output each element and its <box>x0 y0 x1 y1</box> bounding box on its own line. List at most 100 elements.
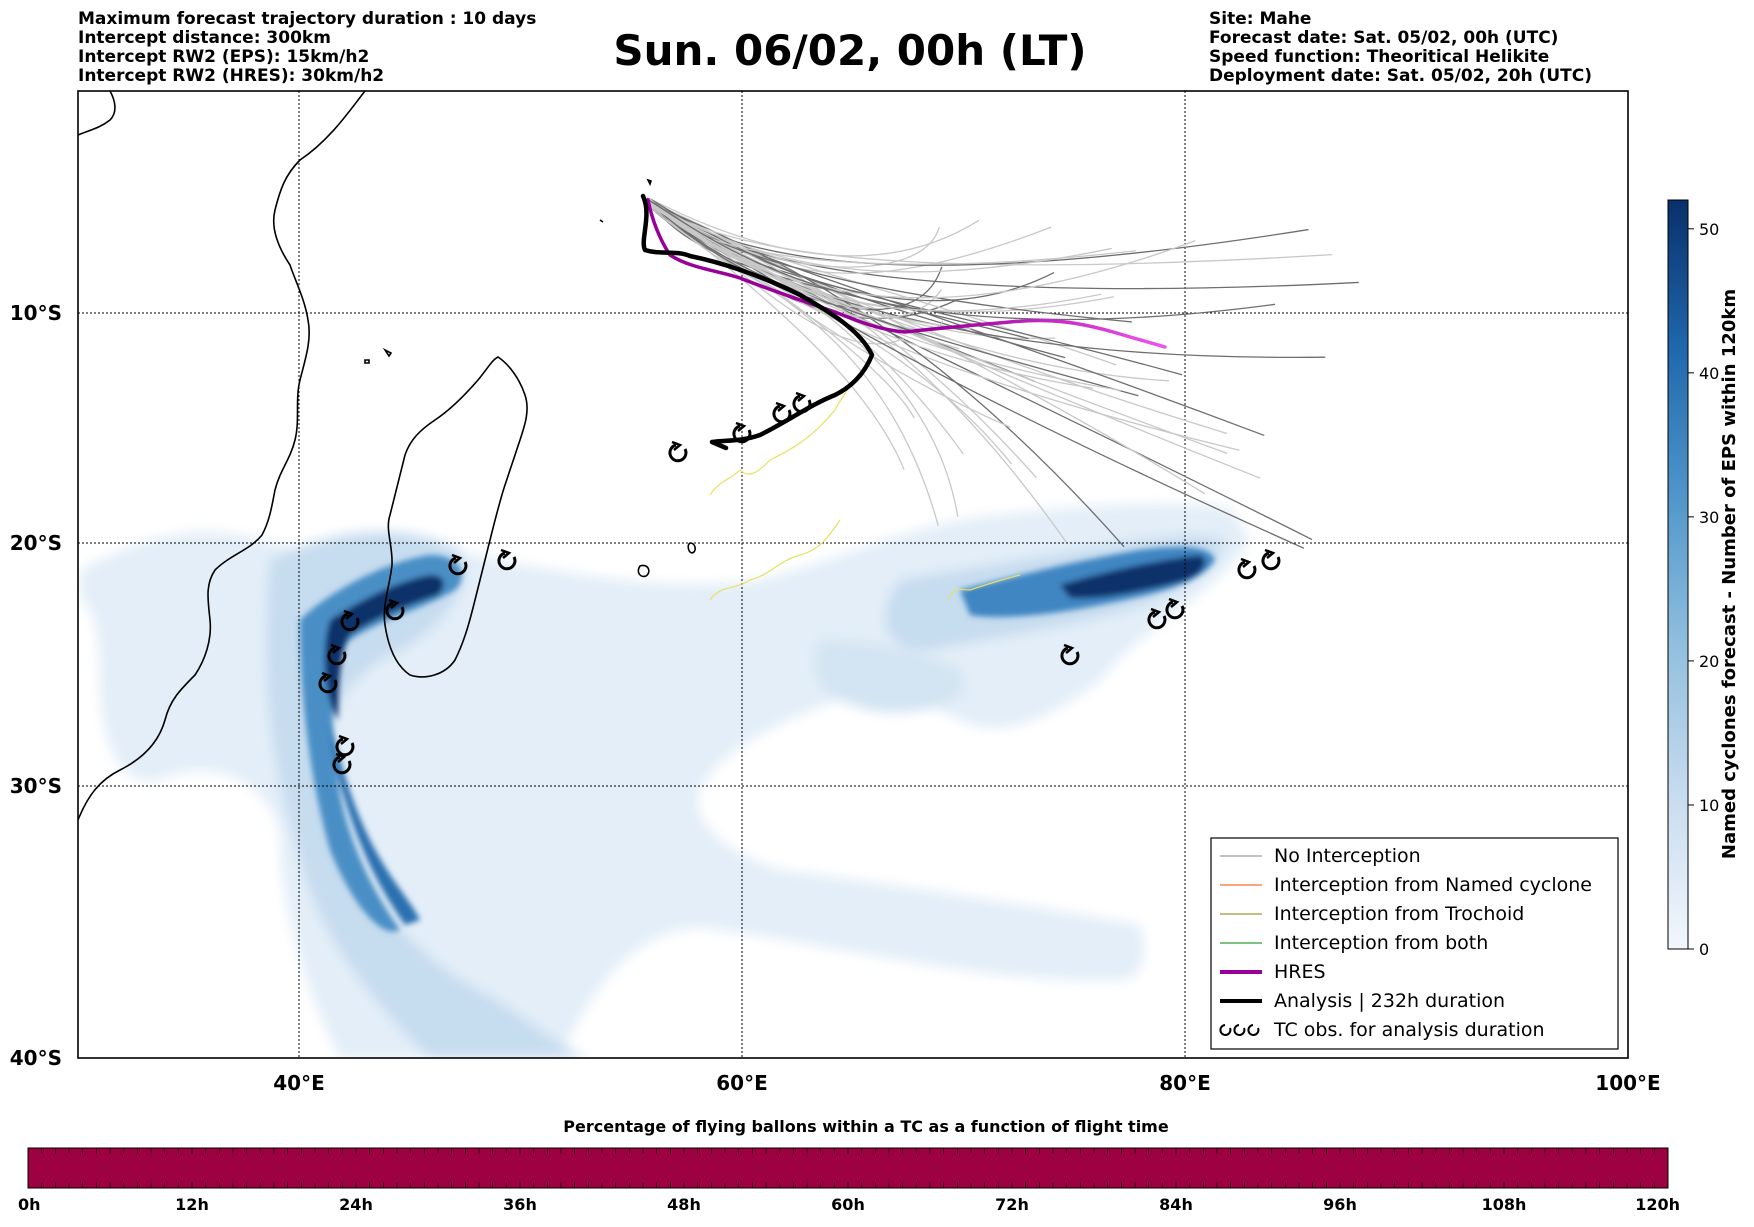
tc-obs-icon <box>385 598 405 621</box>
tc-obs-icon <box>332 752 352 775</box>
map-legend: No Interception Interception from Named c… <box>1210 837 1619 1050</box>
legend-label: TC obs. for analysis duration <box>1273 1019 1545 1041</box>
eps-member-track <box>648 199 1276 321</box>
eps-member-track <box>646 200 1125 548</box>
legend-item: TC obs. for analysis duration <box>1219 1019 1545 1041</box>
africa-coast <box>78 91 366 821</box>
lon-label-100e: 100°E <box>1595 1071 1660 1095</box>
trochoid-track-3 <box>947 574 1021 601</box>
header-left-line-2: Intercept distance: 300km <box>78 28 331 48</box>
analysis-track <box>640 193 875 451</box>
eps-member-track <box>646 198 971 330</box>
legend-box <box>1210 837 1619 1050</box>
lon-label-60e: 60°E <box>716 1071 768 1095</box>
eps-tracks <box>645 197 1359 549</box>
arabia-coast <box>78 91 116 136</box>
madagascar-coast <box>383 356 528 678</box>
legend-label: Analysis | 232h duration <box>1274 990 1505 1012</box>
colorbar-tick-label: 30 <box>1699 508 1719 527</box>
bar-tick-label: 0h <box>18 1195 41 1214</box>
eps-density-field <box>80 504 1250 1058</box>
header-left: Maximum forecast trajectory duration : 1… <box>78 9 536 86</box>
tc-obs-icon <box>1261 548 1281 571</box>
bar-tick-label: 36h <box>503 1195 537 1214</box>
bar-tick-label: 72h <box>995 1195 1029 1214</box>
legend-label: Interception from Named cyclone <box>1274 874 1592 896</box>
legend-item: No Interception <box>1220 845 1421 867</box>
legend-item: Analysis | 232h duration <box>1220 990 1505 1012</box>
tc-obs-icon <box>448 553 468 576</box>
lat-label-40s: 40°S <box>10 1046 62 1070</box>
tc-obs-icon <box>327 643 347 666</box>
header-left-line-4: Intercept RW2 (HRES): 30km/h2 <box>78 66 384 86</box>
figure-title: Sun. 06/02, 00h (LT) <box>613 26 1086 75</box>
bar-tick-label: 120h <box>1635 1195 1680 1214</box>
mascarene-islands <box>637 542 696 578</box>
lat-labels: 10°S 20°S 30°S 40°S <box>10 301 62 1070</box>
colorbar-tick-label: 20 <box>1699 652 1719 671</box>
flight-time-bar: Percentage of flying ballons within a TC… <box>18 1117 1680 1214</box>
tc-obs-icon <box>497 548 517 571</box>
lat-label-30s: 30°S <box>10 774 62 798</box>
hres-track <box>646 198 1167 349</box>
map-content <box>78 91 1628 1058</box>
coastlines <box>78 91 696 821</box>
bar-tick-label: 48h <box>667 1195 701 1214</box>
bar-tick-label: 24h <box>339 1195 373 1214</box>
trochoid-track-2 <box>709 519 841 601</box>
legend-item: HRES <box>1220 961 1326 983</box>
tc-obs-icon <box>1219 1024 1260 1036</box>
header-right-line-2: Forecast date: Sat. 05/02, 00h (UTC) <box>1209 28 1558 48</box>
map-frame <box>77 90 1629 1059</box>
colorbar-tick-label: 0 <box>1699 940 1709 959</box>
lon-label-40e: 40°E <box>273 1071 325 1095</box>
tc-obs-icon <box>335 734 355 757</box>
eps-member-track <box>649 200 1038 479</box>
tc-obs-icon <box>340 609 360 632</box>
eps-colorbar: 0 10 20 30 40 50 Named cyclones forecast - Nu… <box>1667 199 1740 959</box>
header-right-line-3: Speed function: Theoritical Helikite <box>1209 47 1549 67</box>
legend-item: Interception from Named cyclone <box>1220 874 1592 896</box>
flight-time-bar-title: Percentage of flying ballons within a TC… <box>563 1117 1169 1136</box>
bar-tick-label: 60h <box>831 1195 865 1214</box>
tc-obs-icon <box>732 421 752 444</box>
colorbar-tick-label: 50 <box>1699 220 1719 239</box>
legend-item: Interception from both <box>1220 932 1488 954</box>
tc-obs-icon <box>1060 643 1080 666</box>
lon-label-80e: 80°E <box>1159 1071 1211 1095</box>
eps-member-track <box>648 204 1112 273</box>
tc-obs-icon <box>318 671 338 694</box>
legend-label: No Interception <box>1274 845 1421 867</box>
legend-label: HRES <box>1274 961 1326 983</box>
tc-obs-icon <box>1237 557 1257 580</box>
lat-label-20s: 20°S <box>10 531 62 555</box>
eps-member-track <box>645 199 1196 299</box>
comoros <box>364 347 393 364</box>
tc-obs-icon <box>792 391 812 414</box>
tc-obs-icon <box>668 440 688 463</box>
header-left-line-1: Maximum forecast trajectory duration : 1… <box>78 9 536 29</box>
header-right: Site: Mahe Forecast date: Sat. 05/02, 00… <box>1209 9 1592 86</box>
bar-tick-label: 108h <box>1482 1195 1527 1214</box>
bar-tick-label: 12h <box>175 1195 209 1214</box>
lon-labels: 40°E 60°E 80°E 100°E <box>273 1071 1660 1095</box>
colorbar-gradient <box>1667 199 1689 950</box>
tc-obs-symbols <box>318 391 1281 775</box>
tc-obs-icon <box>1147 607 1167 630</box>
legend-item: Interception from Trochoid <box>1220 903 1524 925</box>
eps-member-track <box>646 201 1102 312</box>
lat-label-10s: 10°S <box>10 301 62 325</box>
graticule <box>78 91 1628 1058</box>
trochoid-track-1 <box>709 384 851 496</box>
seychelles <box>599 178 653 223</box>
legend-label: Interception from both <box>1274 932 1488 954</box>
colorbar-label: Named cyclones forecast - Number of EPS … <box>1719 289 1740 859</box>
eps-member-track <box>649 202 1029 340</box>
bar-tick-label: 96h <box>1323 1195 1357 1214</box>
trochoid-tracks <box>709 384 1021 601</box>
colorbar-tick-label: 40 <box>1699 364 1719 383</box>
header-right-line-1: Site: Mahe <box>1209 9 1311 29</box>
header-right-line-4: Deployment date: Sat. 05/02, 20h (UTC) <box>1209 66 1592 86</box>
